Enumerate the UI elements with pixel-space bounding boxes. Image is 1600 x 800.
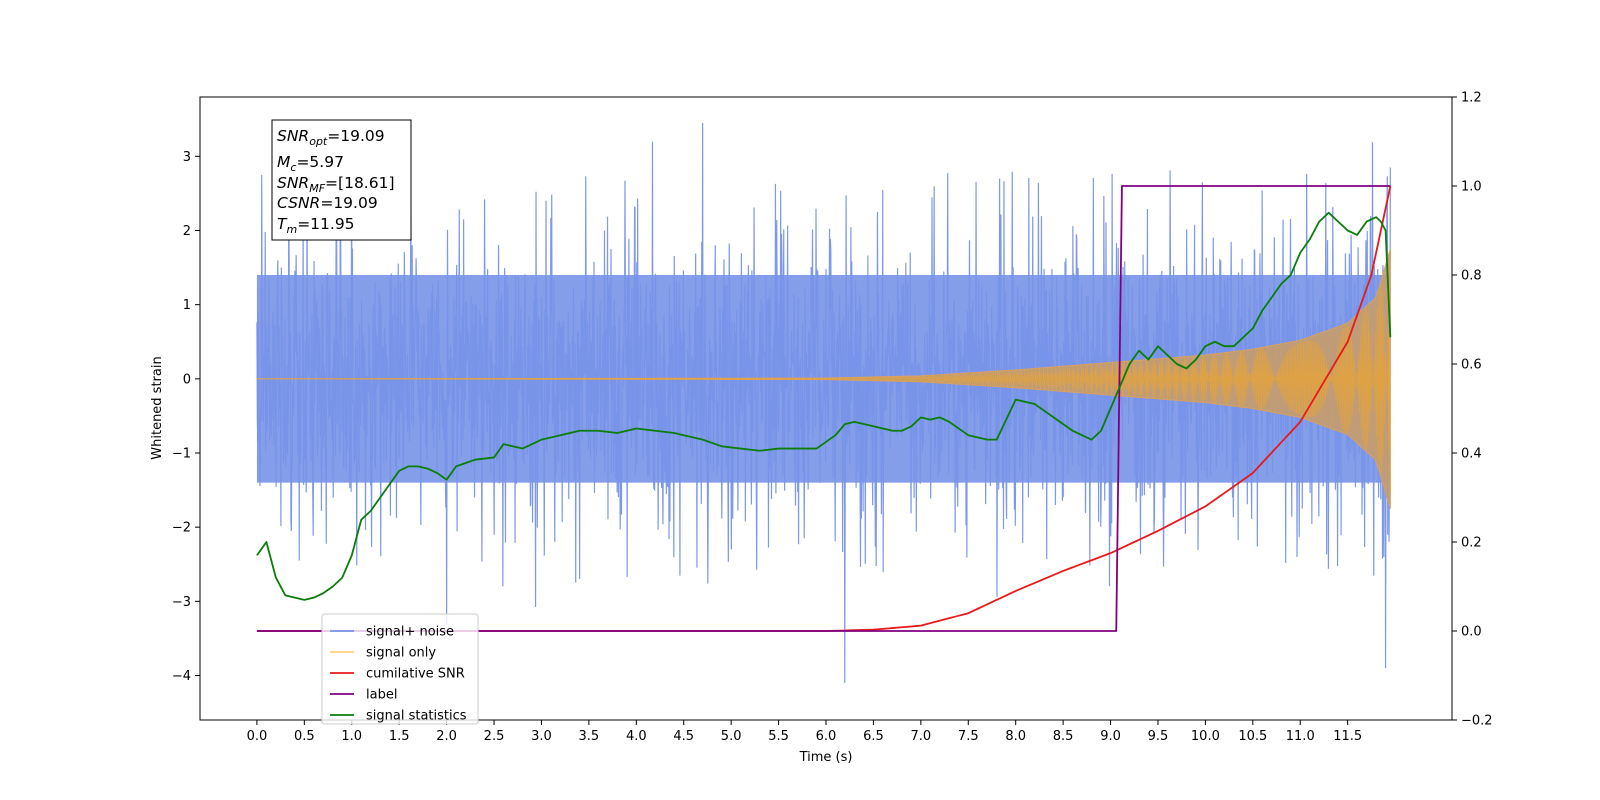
y-tick-label: −4: [172, 669, 191, 684]
label-line: [256, 185, 1391, 632]
snr-opt-line: SNRopt=19.09: [277, 127, 385, 148]
signal-statistics-line: [256, 211, 1392, 601]
legend-label: cumilative SNR: [366, 667, 465, 682]
x-tick-label: 11.5: [1333, 729, 1362, 744]
y-tick-label: 3: [183, 150, 191, 165]
csnr-line: CSNR=19.09: [277, 194, 378, 212]
x-tick-label: 1.5: [389, 729, 410, 744]
y-tick-label: 0: [183, 372, 191, 387]
y-tick-label: −3: [172, 595, 191, 610]
x-tick-label: 2.0: [436, 729, 457, 744]
x-tick-label: 5.5: [768, 729, 789, 744]
x-tick-label: 4.5: [673, 729, 694, 744]
mc-line: Mc=5.97: [277, 153, 344, 174]
csnr-value: =19.09: [320, 194, 377, 212]
mc-value: =5.97: [296, 153, 344, 171]
x-tick-label: 1.0: [341, 729, 362, 744]
x-tick-label: 9.0: [1100, 729, 1121, 744]
y2-tick-label: 1.2: [1461, 91, 1482, 106]
signal-only-line: [256, 283, 1391, 491]
legend-label: signal statistics: [366, 709, 467, 724]
y2-tick-label: 1.0: [1461, 180, 1482, 195]
x-tick-label: 10.0: [1191, 729, 1220, 744]
snr-mf-line: SNRMF=[18.61]: [277, 174, 395, 195]
legend: signal+ noise signal only cumilative SNR la…: [321, 613, 479, 725]
x-tick-label: 7.5: [958, 729, 979, 744]
y2-tick-label: 0.0: [1461, 625, 1482, 640]
x-tick-label: 8.0: [1005, 729, 1026, 744]
y-tick-label: −2: [172, 521, 191, 536]
snr-mf-value: =[18.61]: [325, 174, 394, 192]
x-tick-label: 11.0: [1286, 729, 1315, 744]
x-tick-label: 10.5: [1238, 729, 1267, 744]
x-tick-label: 3.0: [531, 729, 552, 744]
x-tick-label: 7.0: [911, 729, 932, 744]
snr-info-box: SNRopt=19.09 Mc=5.97 SNRMF=[18.61] CSNR=…: [271, 119, 412, 241]
x-axis-label: Time (s): [799, 750, 853, 765]
x-tick-label: 4.0: [626, 729, 647, 744]
signal-only-series: [256, 248, 1391, 509]
plot-area: [256, 122, 1392, 683]
legend-frame: [321, 613, 479, 725]
y2-tick-label: −0.2: [1461, 714, 1493, 729]
y-axis-label: Whitened strain: [150, 356, 165, 459]
x-tick-label: 0.5: [294, 729, 315, 744]
y2-tick-label: 0.4: [1461, 447, 1482, 462]
y-tick-label: −1: [172, 447, 191, 462]
snr-info-box-frame: [271, 119, 412, 241]
y2-tick-label: 0.6: [1461, 358, 1482, 373]
x-tick-label: 9.5: [1148, 729, 1169, 744]
x-tick-label: 5.0: [721, 729, 742, 744]
y-axis-ticks: 3 2 1 0 −1 −2 −3 −4: [172, 150, 200, 684]
x-tick-label: 6.5: [863, 729, 884, 744]
legend-label: signal+ noise: [366, 625, 454, 640]
x-tick-label: 3.5: [579, 729, 600, 744]
x-tick-label: 6.0: [816, 729, 837, 744]
tm-line: Tm=11.95: [277, 215, 355, 236]
x-tick-label: 8.5: [1053, 729, 1074, 744]
y2-tick-label: 0.8: [1461, 269, 1482, 284]
y-tick-label: 1: [183, 298, 191, 313]
legend-label: signal only: [366, 646, 436, 661]
y-tick-label: 2: [183, 224, 191, 239]
y2-tick-label: 0.2: [1461, 536, 1482, 551]
y2-axis-ticks: 1.2 1.0 0.8 0.6 0.4 0.2 0.0 −0.2: [1452, 91, 1493, 729]
x-tick-label: 0.0: [247, 729, 268, 744]
x-axis-ticks: 0.0 0.5 1.0 1.5 2.0 2.5 3.0 3.5 4.0 4.5 5.0 5.5 6.0 6…: [247, 720, 1362, 744]
legend-label: label: [366, 688, 397, 703]
tm-value: =11.95: [297, 215, 354, 233]
legend-items: signal+ noise signal only cumilative SNR la…: [330, 625, 467, 724]
x-tick-label: 2.5: [484, 729, 505, 744]
snr-opt-value: =19.09: [327, 127, 384, 145]
